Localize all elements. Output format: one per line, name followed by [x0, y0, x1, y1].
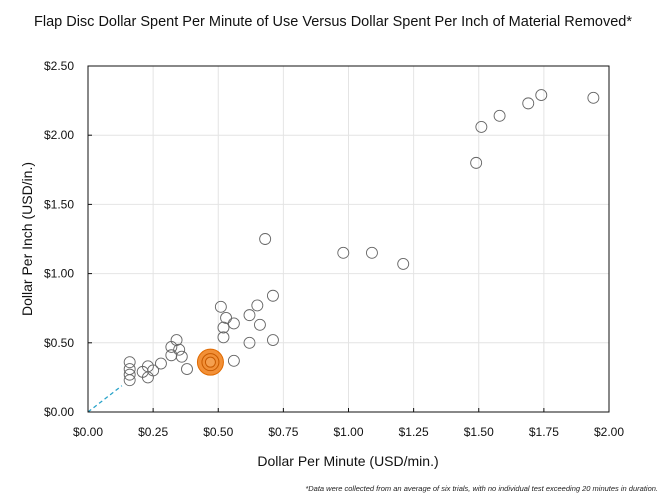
data-point: [154, 357, 167, 370]
data-point: [475, 120, 488, 133]
data-point: [251, 299, 264, 312]
data-point: [227, 354, 240, 367]
x-tick-label: $0.00: [73, 425, 103, 439]
x-tick-label: $1.25: [399, 425, 429, 439]
data-point: [267, 334, 279, 346]
data-point: [253, 318, 266, 331]
highlight-point-core: [204, 356, 216, 368]
data-point: [123, 368, 136, 381]
y-tick-label: $2.00: [44, 128, 74, 142]
y-axis-label: Dollar Per Inch (USD/in.): [19, 162, 35, 316]
data-point: [173, 343, 186, 356]
data-point: [170, 334, 183, 346]
data-point: [220, 311, 233, 324]
x-tick-label: $1.50: [464, 425, 494, 439]
data-point: [123, 374, 136, 387]
x-tick-label: $0.50: [203, 425, 233, 439]
data-point: [175, 350, 188, 363]
data-point: [243, 309, 256, 322]
data-point: [227, 317, 240, 330]
footnote: *Data were collected from an average of …: [305, 484, 658, 493]
y-tick-label: $1.50: [44, 197, 74, 211]
trend-line-group: [87, 385, 123, 413]
data-point: [217, 331, 230, 344]
data-point: [397, 257, 410, 270]
data-points: [123, 89, 600, 387]
highlight-point-ring: [201, 353, 220, 372]
trend-line: [87, 385, 123, 413]
x-tick-label: $2.00: [594, 425, 624, 439]
data-point: [259, 233, 272, 245]
data-point: [217, 321, 230, 334]
x-axis-label: Dollar Per Minute (USD/min.): [257, 453, 438, 469]
data-point: [181, 363, 193, 376]
x-tick-labels: $0.00 $0.25 $0.50 $0.75 $1.00 $1.25 $1.50 $1.75…: [73, 425, 624, 439]
y-tick-label: $0.00: [44, 405, 74, 419]
y-tick-label: $0.50: [44, 336, 74, 350]
data-point: [337, 246, 350, 259]
data-point: [147, 364, 160, 377]
y-tick-label: $2.50: [44, 59, 74, 73]
x-tick-label: $1.75: [529, 425, 559, 439]
data-point: [365, 246, 378, 259]
data-point: [214, 300, 227, 313]
data-point: [243, 336, 256, 349]
data-point: [522, 97, 535, 110]
chart-title: Flap Disc Dollar Spent Per Minute of Use…: [34, 14, 632, 30]
x-tick-label: $0.75: [268, 425, 298, 439]
highlight-point: [196, 348, 224, 376]
x-tick-label: $0.25: [138, 425, 168, 439]
data-point: [267, 289, 279, 302]
y-tick-label: $1.00: [44, 267, 74, 281]
plot-frame: [87, 65, 610, 413]
data-point: [123, 356, 136, 369]
y-tick-labels: $0.00 $0.50 $1.00 $1.50 $2.00 $2.50: [44, 59, 74, 419]
data-point: [470, 156, 483, 169]
data-point: [587, 91, 600, 104]
data-point: [535, 89, 548, 102]
x-tick-label: $1.00: [333, 425, 363, 439]
data-point: [493, 109, 506, 122]
